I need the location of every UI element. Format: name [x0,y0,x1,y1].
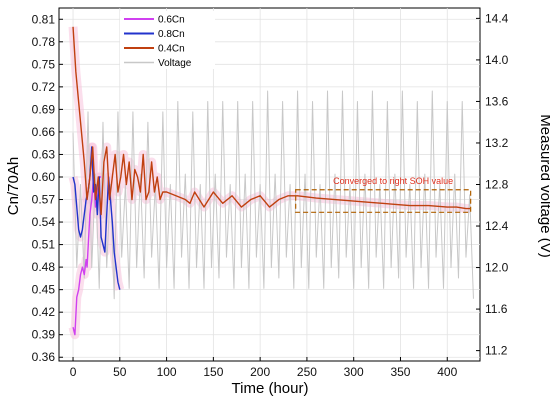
x-tick-label: 0 [70,365,77,379]
y-tick-label: 0.72 [32,80,56,94]
y2-tick-label: 11.2 [485,344,508,358]
x-axis-title: Time (hour) [232,380,309,397]
y2-tick-label: 14.0 [485,53,509,67]
y-ticks: 0.36 0.39 0.42 0.45 0.48 0.51 0.54 0.57 0.60 0.63… [32,12,63,364]
y2-tick-label: 11.6 [485,302,508,316]
x-tick-label: 150 [203,365,223,379]
legend-label: 0.4Cn [158,44,185,55]
y-tick-label: 0.48 [32,260,56,274]
y-tick-label: 0.45 [32,283,56,297]
y-tick-label: 0.69 [32,102,56,116]
y-tick-label: 0.60 [32,170,56,184]
y-tick-label: 0.81 [32,12,56,26]
x-tick-label: 250 [297,365,317,379]
series-lines [72,26,474,336]
x-tick-label: 50 [113,365,127,379]
y-tick-label: 0.66 [32,125,56,139]
y-tick-label: 0.63 [32,147,56,161]
y-tick-label: 0.57 [32,193,56,207]
x-tick-label: 200 [250,365,270,379]
y-tick-label: 0.42 [32,305,56,319]
y-tick-label: 0.36 [32,350,56,364]
y-tick-label: 0.78 [32,35,56,49]
annotation: Converged to right SOH value [295,176,472,213]
y-tick-label: 0.54 [32,215,56,229]
y2-tick-label: 12.0 [485,261,509,275]
y2-tick-label: 14.4 [485,11,509,25]
y2-tick-label: 12.4 [485,219,509,233]
series-line-0-4cn [72,26,471,216]
y-tick-label: 0.51 [32,238,56,252]
x-tick-label: 400 [437,365,457,379]
annotation-text: Converged to right SOH value [333,176,453,186]
y2-tick-label: 13.2 [485,136,509,150]
x-tick-label: 300 [344,365,364,379]
legend-label: Voltage [158,58,192,69]
x-tick-label: 100 [157,365,177,379]
y2-axis-title: Measured voltage (V) [537,114,550,257]
legend-label: 0.6Cn [158,15,185,26]
legend-label: 0.8Cn [158,29,185,40]
annotation-box [295,189,472,213]
y2-tick-label: 13.6 [485,94,509,108]
x-tick-label: 350 [390,365,410,379]
y2-ticks: 11.2 11.6 12.0 12.4 12.8 13.2 13.6 14.0 14.4 [476,11,509,358]
y-axis-title: Cn/70Ah [5,157,22,215]
legend-background [120,11,215,69]
y2-tick-label: 12.8 [485,178,509,192]
series-line-0-8cn [72,146,121,290]
y-tick-label: 0.75 [32,57,56,71]
x-ticks: 0 50 100 150 200 250 300 350 400 [70,357,458,379]
y-tick-label: 0.39 [32,328,56,342]
legend: 0.6Cn 0.8Cn 0.4Cn Voltage [120,11,215,69]
